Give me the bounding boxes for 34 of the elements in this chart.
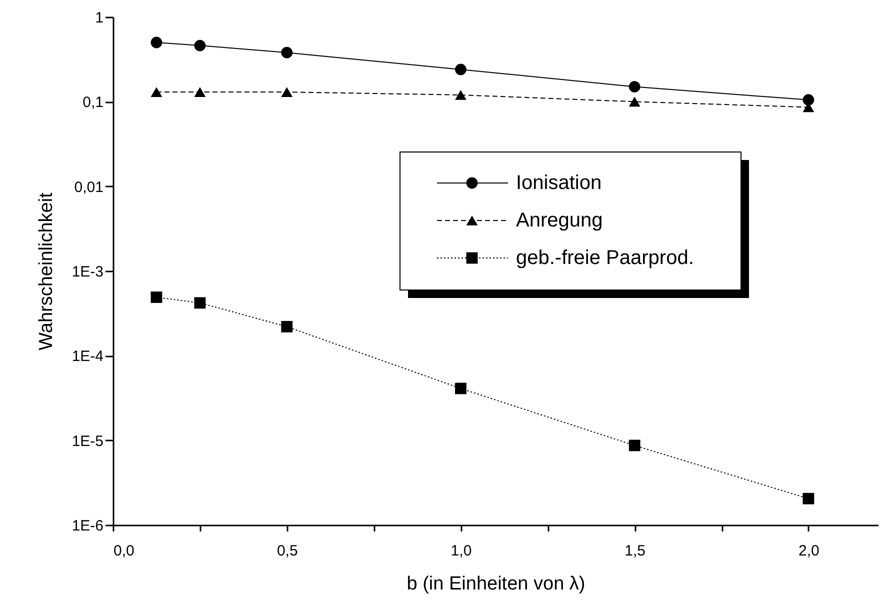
point	[150, 36, 162, 48]
x-tick-label: 0,0	[114, 542, 134, 560]
point	[628, 81, 640, 92]
y-tick-label: 1E-5	[72, 432, 104, 450]
point	[628, 440, 640, 452]
y-tick-label: 1E-3	[72, 264, 104, 280]
point	[455, 382, 466, 394]
legend-label: Ionisation	[516, 172, 602, 194]
point	[281, 46, 293, 58]
point	[455, 64, 466, 76]
y-tick-label: 1E-6	[72, 518, 104, 534]
y-axis-title: Wahrscheinlichkeit	[36, 192, 57, 350]
point	[802, 492, 814, 504]
y-tick-label: 0,01	[74, 178, 104, 196]
point	[150, 292, 162, 303]
x-tick-label: 0,5	[276, 542, 298, 560]
x-tick-label: 1,0	[450, 542, 472, 560]
y-tick-label: 1E-4	[72, 348, 104, 366]
point	[281, 87, 293, 97]
point	[628, 96, 640, 107]
x-tick-label: 2,0	[798, 542, 820, 560]
x-axis-title: b (in Einheiten von λ)	[406, 574, 586, 594]
point	[194, 297, 206, 309]
point	[281, 320, 293, 332]
point	[802, 94, 814, 106]
x-tick-label: 1,5	[624, 542, 646, 560]
point	[455, 90, 466, 100]
point	[150, 87, 162, 97]
legend-label: Anregung	[516, 210, 603, 232]
point	[194, 87, 206, 97]
point	[194, 40, 206, 52]
legend-label: geb.-freie Paarprod.	[516, 247, 694, 269]
y-tick-label: 1	[95, 10, 104, 26]
y-tick-label: 0,1	[82, 94, 104, 112]
